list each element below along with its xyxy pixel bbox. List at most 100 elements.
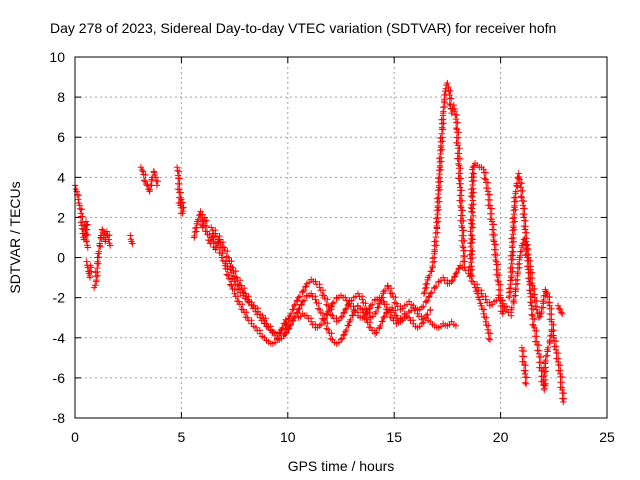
data-point: [473, 290, 481, 297]
data-trace: [234, 277, 244, 289]
x-tick-label: 15: [386, 429, 402, 445]
data-point: [103, 228, 111, 235]
plot-frame: [74, 56, 608, 419]
data-trace: [415, 313, 425, 320]
data-point: [559, 310, 566, 317]
data-trace: [534, 309, 543, 317]
data-trace: [431, 225, 441, 253]
data-trace: [555, 305, 563, 312]
data-trace: [540, 360, 550, 392]
data-trace: [140, 171, 149, 184]
data-trace: [221, 247, 231, 260]
data-trace: [321, 311, 331, 322]
data-point: [127, 232, 134, 239]
data-trace: [483, 299, 493, 306]
data-point: [363, 310, 370, 317]
data-point: [316, 284, 323, 291]
data-trace: [287, 317, 297, 328]
axis-ticks: 0 5 10 15 20 25 -8 -6 -4 -2 0 2 4 6 8 10: [49, 49, 615, 445]
data-point: [308, 318, 315, 325]
data-point: [380, 298, 387, 305]
data-point: [501, 304, 509, 311]
data-trace: [343, 297, 353, 304]
data-trace: [421, 276, 431, 296]
data-trace: [317, 317, 327, 328]
data-point: [312, 278, 319, 285]
data-trace: [300, 293, 310, 304]
data-trace: [483, 321, 492, 329]
data-point: [452, 270, 460, 277]
data-trace: [555, 361, 564, 374]
data-trace: [479, 293, 489, 300]
data-point: [282, 330, 289, 337]
data-trace: [441, 91, 450, 103]
data-marks: [71, 79, 568, 406]
data-trace: [82, 221, 91, 244]
data-point: [427, 290, 434, 297]
data-trace: [453, 129, 462, 147]
data-trace: [436, 146, 446, 169]
data-point: [554, 302, 562, 309]
data-point: [450, 101, 457, 109]
data-trace: [505, 276, 516, 300]
data-trace: [343, 322, 352, 334]
data-trace: [435, 166, 445, 189]
x-tick-label: 5: [178, 429, 186, 445]
data-point: [388, 304, 396, 311]
data-trace: [542, 348, 551, 364]
data-trace: [517, 187, 526, 200]
data-point: [278, 326, 285, 333]
data-trace: [457, 207, 467, 230]
data-trace: [143, 180, 150, 188]
data-trace: [287, 306, 297, 318]
data-trace: [426, 268, 435, 279]
data-trace: [321, 319, 331, 332]
data-trace: [343, 301, 352, 312]
data-trace: [296, 289, 306, 300]
data-trace: [153, 177, 161, 185]
data-point: [244, 314, 251, 321]
data-point: [252, 324, 260, 331]
data-point: [150, 168, 157, 175]
data-trace: [243, 293, 252, 305]
x-axis-title: GPS time / hours: [288, 458, 395, 474]
data-trace: [313, 299, 322, 312]
data-point: [237, 282, 245, 289]
data-trace: [364, 319, 374, 331]
data-trace: [466, 166, 478, 278]
data-trace: [455, 165, 465, 187]
data-trace: [462, 267, 472, 274]
data-trace: [407, 317, 417, 324]
data-point: [380, 288, 387, 295]
data-trace: [369, 297, 378, 308]
data-trace: [245, 299, 255, 306]
data-trace: [479, 305, 488, 313]
data-point: [235, 286, 243, 293]
data-point: [231, 278, 238, 285]
data-trace: [551, 337, 560, 350]
data-point: [142, 178, 149, 185]
data-trace: [292, 297, 301, 308]
data-trace: [381, 301, 391, 313]
data-point: [227, 266, 234, 273]
data-point: [354, 290, 362, 297]
data-point: [560, 398, 567, 406]
data-trace: [96, 235, 105, 247]
data-trace: [258, 317, 268, 324]
data-trace: [510, 288, 519, 304]
data-point: [299, 288, 306, 295]
data-trace: [217, 238, 227, 251]
data-trace: [224, 263, 234, 270]
data-trace: [254, 311, 264, 318]
data-trace: [500, 308, 507, 315]
data-trace: [452, 111, 460, 119]
data-trace: [458, 227, 468, 250]
data-trace: [279, 321, 289, 332]
data-trace: [232, 281, 242, 293]
y-tick-label: 0: [57, 250, 65, 266]
data-point: [295, 294, 302, 301]
data-trace: [138, 166, 146, 174]
data-point: [478, 302, 485, 309]
data-trace: [97, 227, 107, 239]
